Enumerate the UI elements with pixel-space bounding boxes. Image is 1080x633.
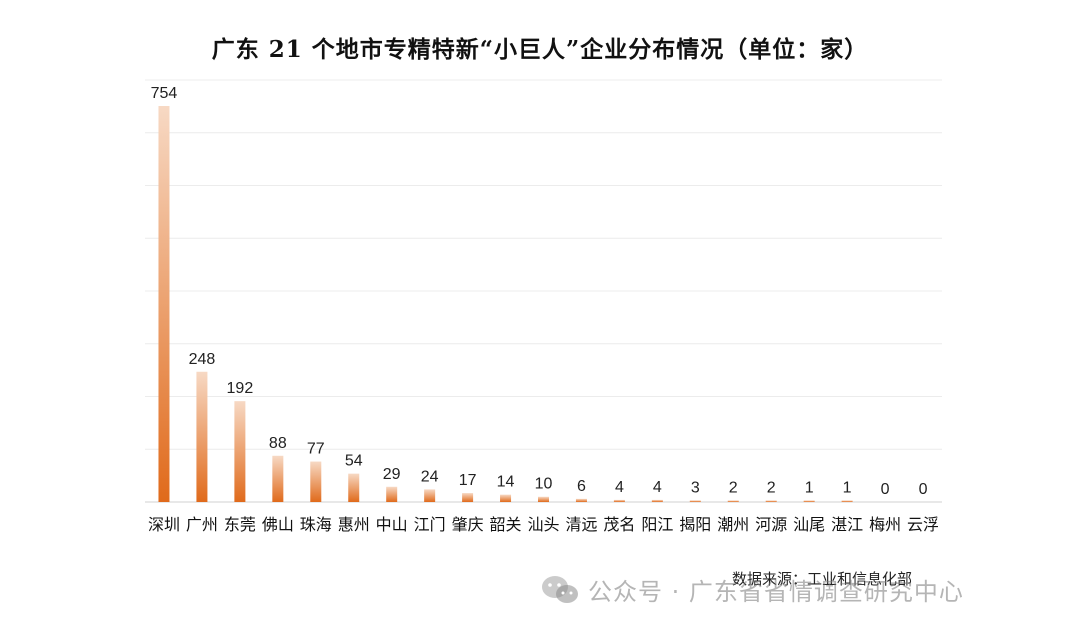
data-label: 29 xyxy=(383,466,401,483)
bar-惠州 xyxy=(348,473,360,502)
data-label: 0 xyxy=(919,481,928,498)
x-tick-label: 潮州 xyxy=(717,515,749,534)
bar-阳江 xyxy=(651,499,663,502)
bar-汕尾 xyxy=(803,500,815,502)
data-label: 1 xyxy=(805,480,814,497)
x-tick-label: 韶关 xyxy=(490,515,522,534)
data-label: 754 xyxy=(151,85,178,102)
bar-韶关 xyxy=(500,494,512,502)
bar-广州 xyxy=(196,371,208,502)
bar-潮州 xyxy=(727,500,739,502)
x-tick-label: 肇庆 xyxy=(452,515,484,534)
data-label: 14 xyxy=(497,474,515,491)
x-tick-label: 中山 xyxy=(376,515,408,534)
bar-清远 xyxy=(575,498,587,502)
data-label: 1 xyxy=(843,480,852,497)
data-label: 17 xyxy=(459,472,477,489)
x-tick-label: 珠海 xyxy=(300,515,332,534)
bar-珠海 xyxy=(310,461,322,502)
watermark-text: 公众号 · 广东省省情调查研究中心 xyxy=(588,578,964,606)
data-label: 10 xyxy=(535,476,553,493)
bar-湛江 xyxy=(841,500,853,502)
data-label: 2 xyxy=(767,480,776,497)
bar-河源 xyxy=(765,500,777,502)
x-tick-label: 汕头 xyxy=(527,515,559,534)
data-label: 3 xyxy=(691,479,700,496)
bar-佛山 xyxy=(272,455,284,502)
bar-汕头 xyxy=(538,496,549,502)
data-label: 2 xyxy=(729,480,738,497)
data-label: 0 xyxy=(881,481,890,498)
x-tick-label: 惠州 xyxy=(338,515,370,534)
source-note: 数据来源：工业和信息化部 xyxy=(732,570,913,588)
x-tick-label: 云浮 xyxy=(907,515,939,534)
x-tick-label: 清远 xyxy=(565,515,597,534)
x-tick-label: 江门 xyxy=(414,515,446,534)
x-tick-label: 深圳 xyxy=(148,515,180,534)
bar-中山 xyxy=(386,486,398,502)
x-tick-label: 茂名 xyxy=(603,515,635,534)
x-tick-label: 东莞 xyxy=(224,515,256,534)
x-tick-label: 湛江 xyxy=(831,515,863,534)
data-label: 4 xyxy=(615,479,624,496)
bar-江门 xyxy=(424,489,436,502)
chart-title: 广东 21 个地市专精特新“小巨人”企业分布情况（单位：家） xyxy=(211,36,869,63)
data-label: 54 xyxy=(345,453,363,470)
watermark: 公众号 · 广东省省情调查研究中心 xyxy=(540,572,964,607)
x-tick-label: 广州 xyxy=(186,515,218,534)
data-label: 77 xyxy=(307,441,325,458)
x-tick-label: 汕尾 xyxy=(793,515,825,534)
data-label: 24 xyxy=(421,468,439,485)
data-label: 192 xyxy=(227,380,254,397)
data-label: 88 xyxy=(269,435,287,452)
x-tick-label: 揭阳 xyxy=(679,515,711,534)
x-tick-label: 佛山 xyxy=(262,515,294,534)
x-tick-label: 河源 xyxy=(755,515,787,534)
bar-茂名 xyxy=(613,499,625,502)
data-label: 248 xyxy=(189,351,216,368)
data-label: 6 xyxy=(577,478,586,495)
bar-揭阳 xyxy=(689,500,701,502)
x-tick-label: 阳江 xyxy=(641,515,673,534)
bar-东莞 xyxy=(234,401,246,502)
data-label: 4 xyxy=(653,479,662,496)
x-tick-label: 梅州 xyxy=(869,515,901,534)
bar-肇庆 xyxy=(462,493,474,502)
wechat-icon xyxy=(542,575,578,603)
bar-深圳 xyxy=(158,106,170,502)
